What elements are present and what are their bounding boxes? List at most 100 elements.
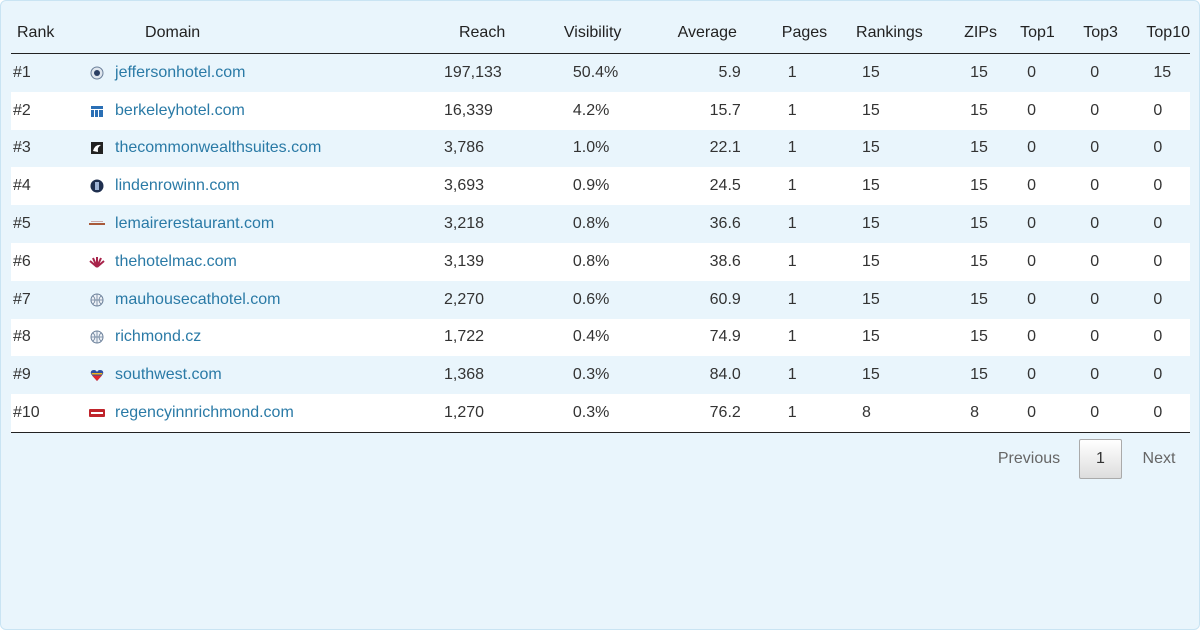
- rank-cell: #5: [11, 205, 90, 243]
- top1-cell: 0: [1020, 91, 1084, 130]
- rank-cell: #4: [11, 167, 90, 206]
- col-header-zips[interactable]: ZIPs: [963, 13, 1021, 54]
- average-cell: 74.9: [663, 318, 777, 357]
- domain-link[interactable]: thehotelmac.com: [115, 252, 237, 270]
- visibility-cell: 0.6%: [557, 280, 664, 319]
- top1-cell: 0: [1020, 318, 1084, 357]
- average-cell: 22.1: [663, 129, 777, 168]
- zips-cell: 15: [963, 129, 1021, 168]
- col-header-reach[interactable]: Reach: [443, 13, 558, 54]
- rankings-cell: 15: [855, 205, 964, 243]
- rank-cell: #9: [11, 356, 90, 395]
- domain-ranking-table: Rank Domain Reach Visibility Average Pag…: [11, 13, 1190, 433]
- jefferson-seal-icon: [89, 65, 105, 81]
- pages-cell: 1: [776, 242, 856, 281]
- zips-cell: 15: [963, 205, 1021, 243]
- top1-cell: 0: [1020, 167, 1084, 206]
- domain-link[interactable]: southwest.com: [115, 366, 222, 384]
- reach-cell: 1,722: [443, 318, 558, 357]
- zips-cell: 15: [963, 167, 1021, 206]
- visibility-cell: 4.2%: [557, 91, 664, 130]
- visibility-cell: 0.8%: [557, 242, 664, 281]
- table-row: #7 mauhousecathotel.com 2,270 0.6% 60.9 1 15 15…: [11, 280, 1190, 319]
- top3-cell: 0: [1083, 356, 1147, 395]
- top10-cell: 0: [1146, 91, 1190, 130]
- col-header-rankings[interactable]: Rankings: [855, 13, 964, 54]
- top3-cell: 0: [1083, 280, 1147, 319]
- average-cell: 60.9: [663, 280, 777, 319]
- zips-cell: 15: [963, 280, 1021, 319]
- top10-cell: 15: [1146, 53, 1190, 92]
- top3-cell: 0: [1083, 318, 1147, 357]
- table-row: #6 thehotelmac.com 3,139 0.8% 38.6 1 15 15 0 0 0: [11, 242, 1190, 281]
- top3-cell: 0: [1083, 167, 1147, 206]
- zips-cell: 15: [963, 53, 1021, 92]
- pages-cell: 1: [776, 394, 856, 433]
- rankings-cell: 8: [855, 394, 964, 433]
- table-row: #3 thecommonwealthsuites.com 3,786 1.0% 22.1…: [11, 129, 1190, 168]
- visibility-cell: 1.0%: [557, 129, 664, 168]
- reach-cell: 3,786: [443, 129, 558, 168]
- domain-link[interactable]: lindenrowinn.com: [115, 177, 240, 195]
- table-row: #1 jeffersonhotel.com 197,133 50.4% 5.9 1 15 15…: [11, 53, 1190, 92]
- rankings-cell: 15: [855, 167, 964, 206]
- domain-link[interactable]: berkeleyhotel.com: [115, 101, 245, 119]
- top1-cell: 0: [1020, 280, 1084, 319]
- top1-cell: 0: [1020, 242, 1084, 281]
- domain-cell: lemairerestaurant.com: [89, 205, 444, 243]
- top1-cell: 0: [1020, 205, 1084, 243]
- average-cell: 38.6: [663, 242, 777, 281]
- col-header-top10[interactable]: Top10: [1146, 13, 1190, 54]
- hotelmac-fan-icon: [89, 254, 105, 270]
- col-header-domain[interactable]: Domain: [89, 13, 444, 54]
- domain-link[interactable]: richmond.cz: [115, 328, 202, 346]
- domain-link[interactable]: lemairerestaurant.com: [115, 215, 275, 233]
- pages-cell: 1: [776, 318, 856, 357]
- col-header-rank[interactable]: Rank: [11, 13, 90, 54]
- col-header-top1[interactable]: Top1: [1020, 13, 1084, 54]
- col-header-average[interactable]: Average: [663, 13, 777, 54]
- domain-link[interactable]: regencyinnrichmond.com: [115, 404, 294, 422]
- col-header-top3[interactable]: Top3: [1083, 13, 1147, 54]
- reach-cell: 16,339: [443, 91, 558, 130]
- domain-link[interactable]: mauhousecathotel.com: [115, 290, 281, 308]
- domain-cell: berkeleyhotel.com: [89, 91, 444, 130]
- commonwealth-logo-icon: [89, 140, 105, 156]
- visibility-cell: 0.4%: [557, 318, 664, 357]
- average-cell: 5.9: [663, 53, 777, 92]
- rankings-cell: 15: [855, 242, 964, 281]
- rankings-cell: 15: [855, 356, 964, 395]
- top3-cell: 0: [1083, 129, 1147, 168]
- domain-link[interactable]: thecommonwealthsuites.com: [115, 139, 322, 157]
- top3-cell: 0: [1083, 53, 1147, 92]
- domain-cell: thecommonwealthsuites.com: [89, 129, 444, 168]
- top10-cell: 0: [1146, 280, 1190, 319]
- pagination: Previous 1 Next: [983, 439, 1192, 479]
- regency-sign-icon: [89, 405, 106, 421]
- next-page-button[interactable]: Next: [1142, 450, 1176, 467]
- rank-cell: #10: [11, 394, 90, 433]
- reach-cell: 197,133: [443, 53, 558, 92]
- domain-cell: regencyinnrichmond.com: [89, 394, 444, 433]
- rankings-cell: 15: [855, 129, 964, 168]
- header-row: Rank Domain Reach Visibility Average Pag…: [11, 13, 1190, 54]
- domain-cell: lindenrowinn.com: [89, 167, 444, 206]
- pages-cell: 1: [776, 205, 856, 243]
- table-row: #8 richmond.cz 1,722 0.4% 74.9 1 15 15 0 0 0: [11, 318, 1190, 357]
- top10-cell: 0: [1146, 394, 1190, 433]
- previous-page-button[interactable]: Previous: [997, 450, 1061, 467]
- rank-cell: #1: [11, 53, 90, 92]
- top10-cell: 0: [1146, 129, 1190, 168]
- visibility-cell: 50.4%: [557, 53, 664, 92]
- table-row: #5 lemairerestaurant.com 3,218 0.8% 36.6 1 15 1…: [11, 205, 1190, 243]
- top10-cell: 0: [1146, 242, 1190, 281]
- domain-cell: mauhousecathotel.com: [89, 280, 444, 319]
- col-header-pages[interactable]: Pages: [776, 13, 856, 54]
- reach-cell: 3,218: [443, 205, 558, 243]
- col-header-visibility[interactable]: Visibility: [557, 13, 664, 54]
- domain-link[interactable]: jeffersonhotel.com: [115, 63, 246, 81]
- page-1-button[interactable]: 1: [1079, 439, 1122, 479]
- domain-cell: jeffersonhotel.com: [89, 53, 444, 92]
- table-row: #9 southwest.com 1,368 0.3% 84.0 1 15 15 0 0 0: [11, 356, 1190, 395]
